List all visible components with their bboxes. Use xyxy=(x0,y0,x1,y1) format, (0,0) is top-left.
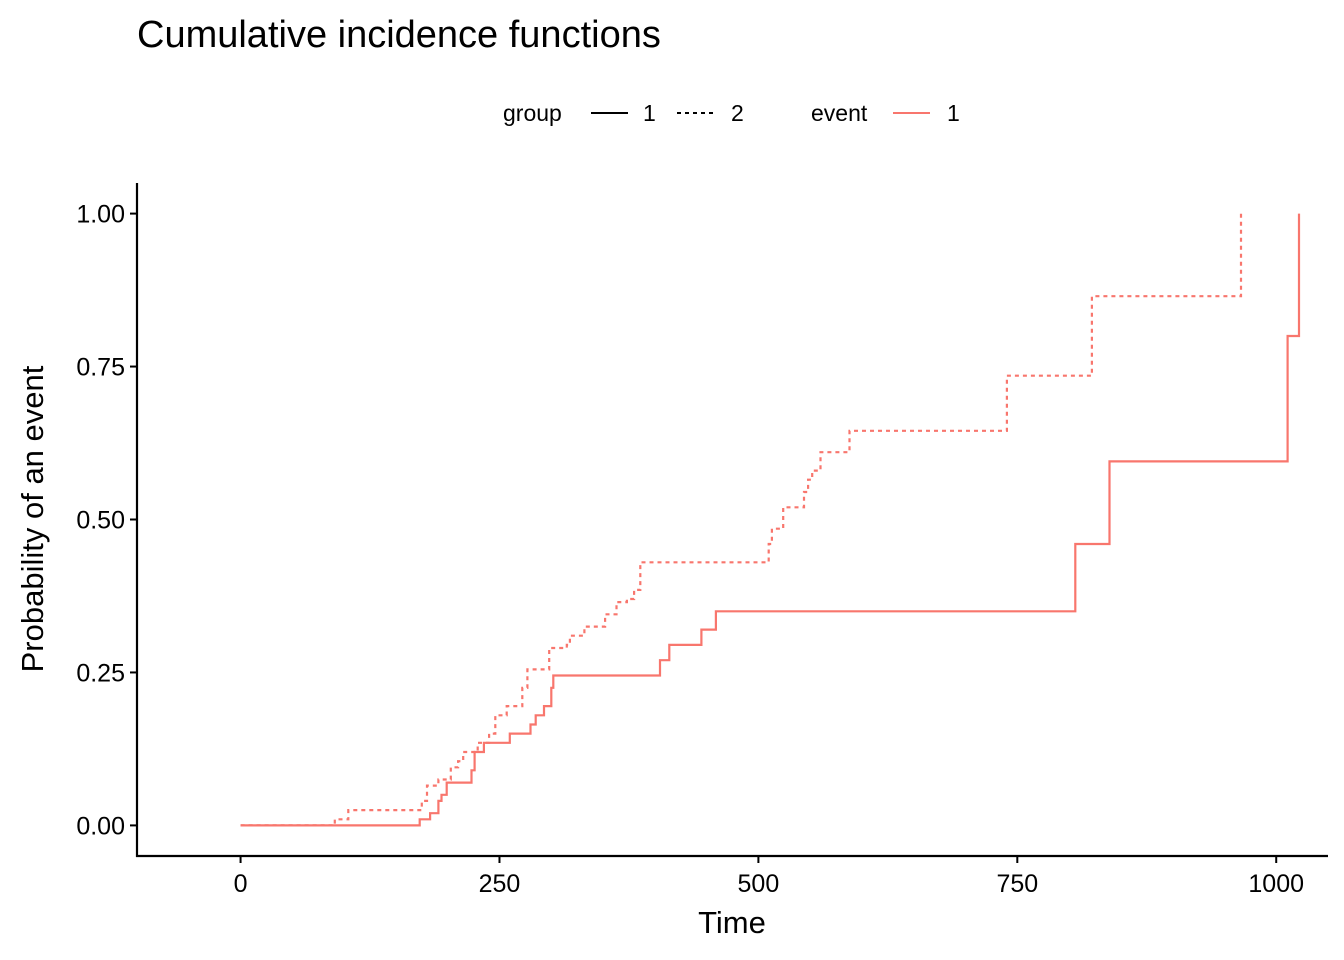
y-tick-label: 0.50 xyxy=(76,507,125,535)
y-tick-label: 1.00 xyxy=(76,201,125,229)
y-tick-label: 0.25 xyxy=(76,659,125,687)
legend-group-2-label: 2 xyxy=(731,100,744,126)
x-tick-label: 500 xyxy=(738,870,780,898)
series-line-group-1 xyxy=(240,213,1301,827)
x-tick-label: 1000 xyxy=(1248,870,1304,898)
x-tick-label: 250 xyxy=(479,870,521,898)
legend-group-1-label: 1 xyxy=(643,100,656,126)
series-layer xyxy=(240,213,1301,827)
series-line-group-2 xyxy=(240,213,1243,827)
y-axis-title: Probability of an event xyxy=(15,365,50,672)
legend-event-1-label: 1 xyxy=(947,100,960,126)
x-tick-label: 750 xyxy=(996,870,1038,898)
legend-event-title: event xyxy=(811,100,868,126)
y-tick-label: 0.00 xyxy=(76,812,125,840)
legend-group-title: group xyxy=(503,100,562,126)
legend: group 1 2 event 1 xyxy=(503,100,960,126)
y-tick-label: 0.75 xyxy=(76,354,125,382)
chart-title: Cumulative incidence functions xyxy=(137,14,661,56)
axes-layer: 0.00 0.25 0.50 0.75 1.00 0 250 500 750 1000 xyxy=(76,183,1328,898)
x-tick-label: 0 xyxy=(234,870,248,898)
x-axis-title: Time xyxy=(698,905,766,940)
